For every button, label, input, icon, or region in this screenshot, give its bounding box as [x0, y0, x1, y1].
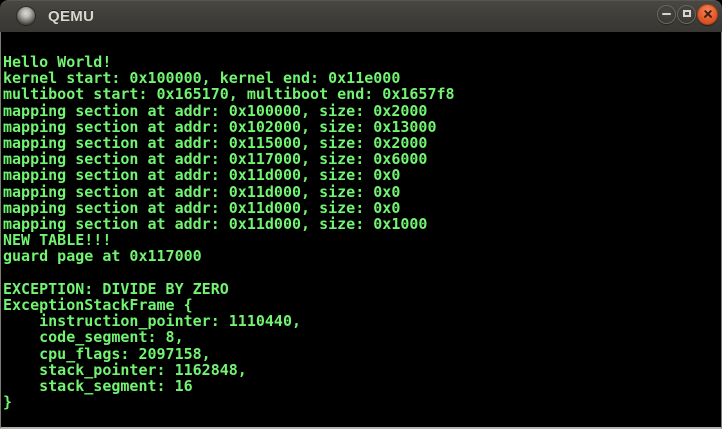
minimize-button[interactable]: [657, 4, 676, 24]
close-button[interactable]: [697, 3, 718, 25]
titlebar[interactable]: QEMU: [0, 0, 722, 32]
window-controls: [656, 3, 718, 25]
maximize-icon: [682, 10, 691, 17]
window-title: QEMU: [48, 7, 95, 25]
console-output: Hello World! kernel start: 0x100000, ker…: [3, 53, 455, 412]
minimize-icon: [662, 13, 671, 15]
maximize-button[interactable]: [677, 4, 696, 24]
qemu-app-icon: [17, 7, 35, 25]
vga-display[interactable]: Hello World! kernel start: 0x100000, ker…: [0, 32, 722, 429]
